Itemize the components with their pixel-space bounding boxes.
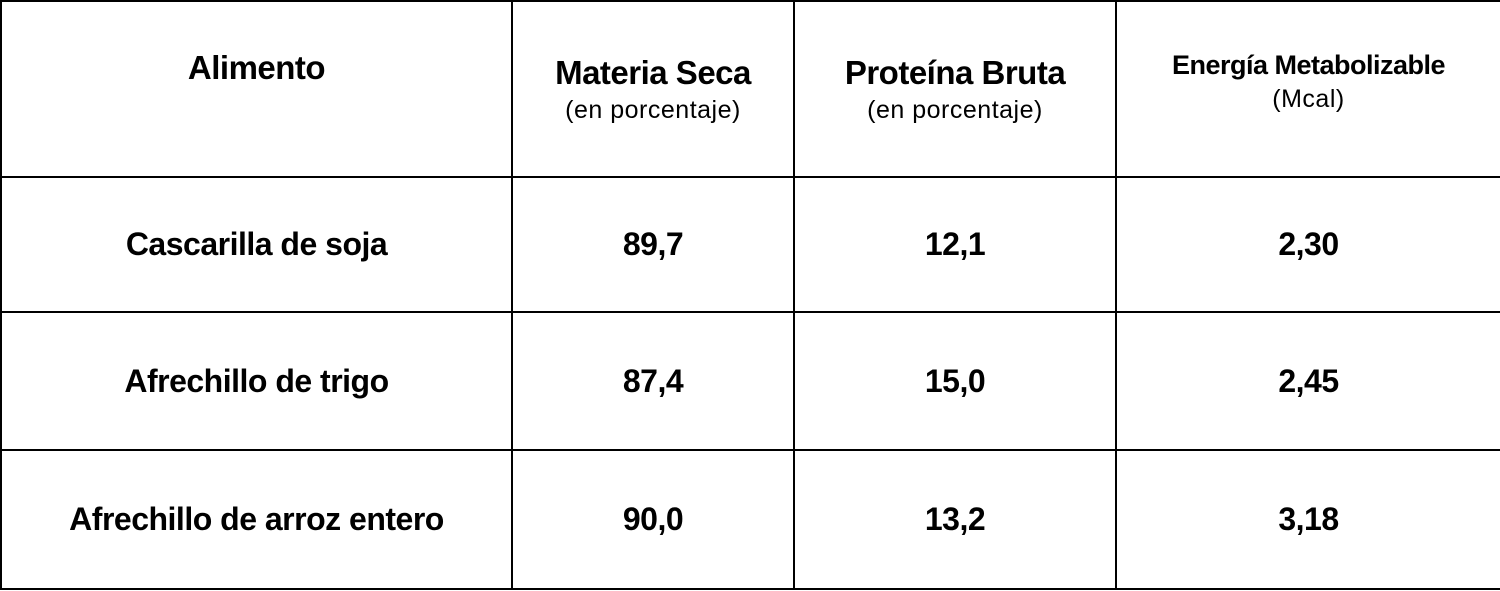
table-row: Cascarilla de soja 89,7 12,1 2,30 bbox=[0, 176, 1500, 313]
value-cell: 15,0 bbox=[793, 311, 1117, 451]
table-row: Afrechillo de trigo 87,4 15,0 2,45 bbox=[0, 311, 1500, 451]
header-cell: Materia Seca (en porcentaje) bbox=[511, 0, 795, 178]
header-title: Materia Seca bbox=[555, 53, 751, 91]
header-subtitle: (Mcal) bbox=[1272, 85, 1345, 113]
food-name: Afrechillo de arroz entero bbox=[0, 449, 513, 590]
value-cell: 2,30 bbox=[1115, 176, 1500, 313]
table-row: Afrechillo de arroz entero 90,0 13,2 3,18 bbox=[0, 449, 1500, 590]
header-title: Energía Metabolizable bbox=[1171, 50, 1446, 80]
header-title: Proteína Bruta bbox=[844, 53, 1066, 91]
value-cell: 89,7 bbox=[511, 176, 795, 313]
value-cell: 3,18 bbox=[1115, 449, 1500, 590]
header-subtitle: (en porcentaje) bbox=[565, 95, 741, 124]
food-name: Cascarilla de soja bbox=[0, 176, 513, 313]
food-name: Afrechillo de trigo bbox=[0, 311, 513, 451]
value-cell: 90,0 bbox=[511, 449, 795, 590]
header-cell: Energía Metabolizable (Mcal) bbox=[1115, 0, 1500, 178]
value-cell: 2,45 bbox=[1115, 311, 1500, 451]
header-row: Alimento Materia Seca (en porcentaje) Pro… bbox=[0, 0, 1500, 178]
header-cell: Proteína Bruta (en porcentaje) bbox=[793, 0, 1117, 178]
value-cell: 87,4 bbox=[511, 311, 795, 451]
value-cell: 13,2 bbox=[793, 449, 1117, 590]
header-subtitle: (en porcentaje) bbox=[867, 95, 1043, 124]
header-cell: Alimento bbox=[0, 0, 513, 178]
header-title: Alimento bbox=[187, 49, 326, 86]
table-body: Cascarilla de soja 89,7 12,1 2,30 Afrechillo… bbox=[0, 176, 1500, 590]
value-cell: 12,1 bbox=[793, 176, 1117, 313]
